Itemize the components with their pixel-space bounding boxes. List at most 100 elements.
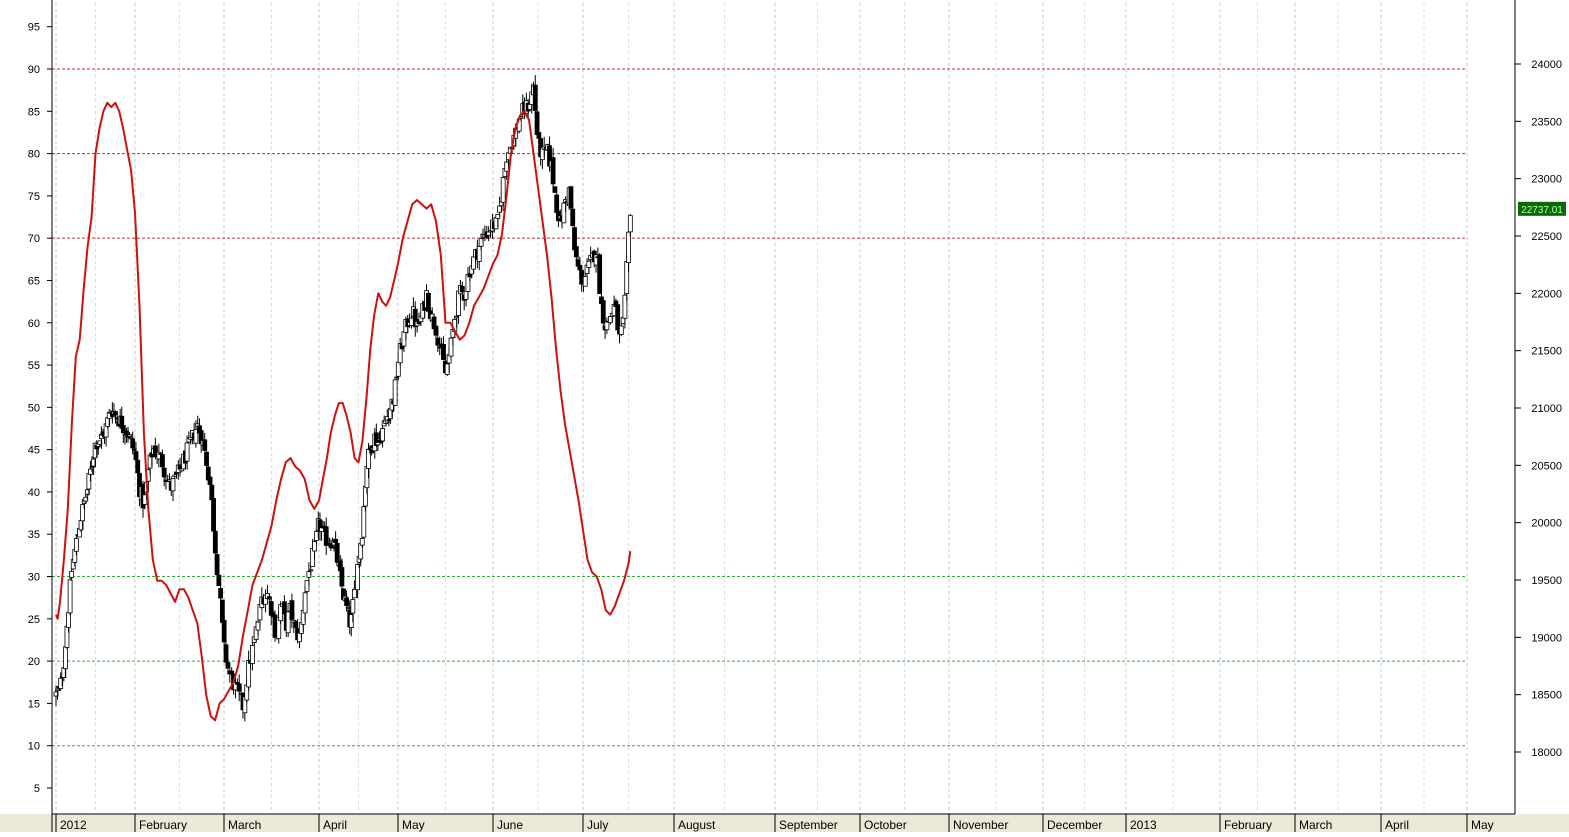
left-tick-label: 75 xyxy=(28,191,40,203)
candle-body xyxy=(130,438,136,449)
candle-body xyxy=(618,325,624,335)
reference-lines xyxy=(52,68,1466,747)
candle-body xyxy=(221,620,227,643)
x-tick-label: May xyxy=(1471,818,1494,832)
last-price-tag-background xyxy=(1518,201,1566,216)
candle-body xyxy=(392,379,398,406)
candle-body xyxy=(532,84,538,111)
candle-body xyxy=(361,506,367,538)
x-tick-label: February xyxy=(139,818,187,832)
candle-body xyxy=(160,454,165,468)
right-tick-label: 24000 xyxy=(1531,59,1562,71)
candle-body xyxy=(289,600,295,620)
x-tick-label: March xyxy=(228,818,261,832)
candle-body xyxy=(193,429,199,444)
left-tick-label: 40 xyxy=(28,487,40,499)
left-tick-label: 15 xyxy=(28,698,40,710)
candles xyxy=(53,75,633,722)
candle-body xyxy=(448,337,454,357)
candle-body xyxy=(225,662,231,669)
candle-body xyxy=(627,215,633,233)
candle-body xyxy=(184,442,190,462)
candle-body xyxy=(304,580,310,592)
left-tick-label: 65 xyxy=(28,275,40,287)
candle-body xyxy=(441,344,446,360)
candle-body xyxy=(622,294,628,319)
x-tick-label: December xyxy=(1047,818,1102,832)
candle-body xyxy=(161,467,167,478)
candle-body xyxy=(550,157,556,185)
x-tick-label: April xyxy=(323,818,347,832)
candle-body xyxy=(308,569,314,572)
right-tick-label: 21000 xyxy=(1531,403,1562,415)
x-tick-label: September xyxy=(779,818,838,832)
right-tick-label: 20000 xyxy=(1531,518,1562,530)
candle-body xyxy=(135,459,141,474)
candle-body xyxy=(339,567,345,587)
x-tick-label: July xyxy=(587,818,608,832)
candle-body xyxy=(249,645,255,664)
candle-body xyxy=(207,476,213,485)
x-axis-labels: 2012 February March April May June July August S… xyxy=(55,814,1494,832)
left-tick-label: 85 xyxy=(28,106,40,118)
candle-body xyxy=(375,442,381,446)
candle-body xyxy=(216,574,222,587)
left-tick-label: 60 xyxy=(28,318,40,330)
left-tick-label: 55 xyxy=(28,360,40,372)
candle-body xyxy=(312,541,317,552)
right-tick-label: 20500 xyxy=(1531,460,1562,472)
candle-body xyxy=(319,527,324,532)
candle-body xyxy=(355,564,360,591)
left-tick-label: 95 xyxy=(28,22,40,34)
candle-body xyxy=(246,659,252,688)
left-tick-label: 10 xyxy=(28,741,40,753)
candle-body xyxy=(397,343,403,364)
left-tick-label: 5 xyxy=(34,783,40,795)
candle-body xyxy=(67,579,73,614)
x-tick-label: April xyxy=(1385,818,1409,832)
candle-body xyxy=(412,308,418,328)
candle-body xyxy=(626,231,631,263)
left-tick-label: 35 xyxy=(28,529,40,541)
axes xyxy=(51,0,1516,832)
left-tick-label: 25 xyxy=(28,614,40,626)
candle-body xyxy=(266,596,272,600)
candle-body xyxy=(600,300,606,324)
x-tick-label: February xyxy=(1224,818,1272,832)
candle-body xyxy=(211,498,216,532)
x-tick-label: March xyxy=(1299,818,1332,832)
candle-body xyxy=(554,194,560,213)
x-tick-label: June xyxy=(497,818,523,832)
candle-body xyxy=(80,504,86,522)
left-tick-label: 80 xyxy=(28,149,40,161)
candle-body xyxy=(582,276,588,287)
right-tick-label: 19000 xyxy=(1531,632,1562,644)
candle-body xyxy=(597,254,603,295)
candle-body xyxy=(359,537,365,546)
x-tick-label: November xyxy=(953,818,1008,832)
x-tick-label: August xyxy=(678,818,716,832)
x-tick-label: May xyxy=(402,818,425,832)
left-tick-label: 30 xyxy=(28,572,40,584)
candle-body xyxy=(586,260,592,268)
right-tick-label: 23000 xyxy=(1531,174,1562,186)
right-tick-label: 22500 xyxy=(1531,231,1562,243)
candle-body xyxy=(352,588,357,599)
x-tick-label: 2012 xyxy=(60,818,87,832)
candle-body xyxy=(570,208,576,227)
candle-body xyxy=(380,428,385,442)
right-tick-label: 23500 xyxy=(1531,116,1562,128)
x-axis-strip xyxy=(0,814,1569,832)
last-price-tag: 22737.01 xyxy=(1518,201,1566,216)
left-tick-label: 90 xyxy=(28,64,40,76)
last-price-label: 22737.01 xyxy=(1521,205,1563,216)
candle-body xyxy=(73,538,79,552)
candle-body xyxy=(285,611,291,634)
candle-body xyxy=(459,285,465,293)
left-tick-label: 20 xyxy=(28,656,40,668)
oscillator-line xyxy=(55,101,632,722)
candle-body xyxy=(568,186,574,209)
